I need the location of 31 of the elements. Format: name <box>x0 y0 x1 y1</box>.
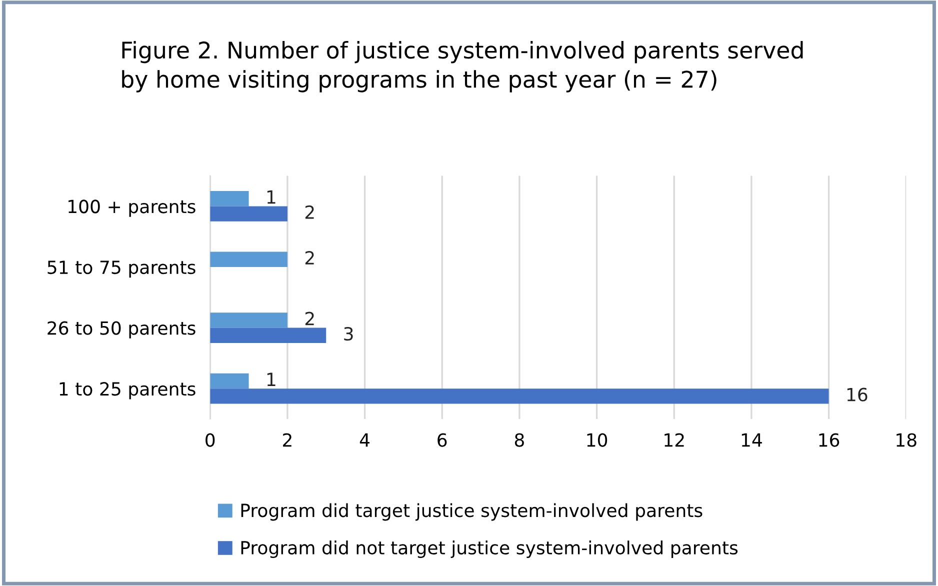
bar <box>210 206 288 222</box>
x-tick-label: 18 <box>896 433 916 447</box>
data-label: 1 <box>267 372 276 386</box>
y-tick-label: 100 + parents <box>68 200 196 217</box>
data-label: 2 <box>305 312 314 326</box>
x-tick-label: 4 <box>360 433 370 447</box>
y-tick-label: 26 to 50 parents <box>48 321 196 338</box>
bar <box>210 312 288 328</box>
legend-label: Program did target justice system-involved parents <box>241 503 702 521</box>
x-tick-label: 14 <box>742 433 762 447</box>
bar <box>210 252 288 267</box>
x-tick-label: 10 <box>587 433 608 447</box>
bar <box>210 388 829 404</box>
data-label: 3 <box>344 326 353 341</box>
x-tick-label: 6 <box>438 433 447 447</box>
x-tick-label: 0 <box>206 433 215 447</box>
x-tick-label: 16 <box>819 433 840 447</box>
x-tick-label: 12 <box>664 433 684 447</box>
x-tick-label: 2 <box>283 433 292 447</box>
bar <box>210 191 249 206</box>
y-tick-label: 51 to 75 parents <box>48 260 196 278</box>
data-label: 16 <box>847 388 868 402</box>
chart-title: Figure 2. Number of justice system-involved parents served by home visiting programs in the past year (n = 27) <box>122 41 803 92</box>
y-tick-label: 1 to 25 parents <box>60 382 196 400</box>
data-label: 2 <box>305 205 314 219</box>
data-label: 1 <box>267 190 276 204</box>
x-tick-label: 8 <box>514 433 524 447</box>
bar <box>210 328 326 343</box>
bar <box>210 373 249 389</box>
legend-label: Program did not target justice system-involved parents <box>241 540 738 558</box>
data-label: 2 <box>305 250 314 264</box>
